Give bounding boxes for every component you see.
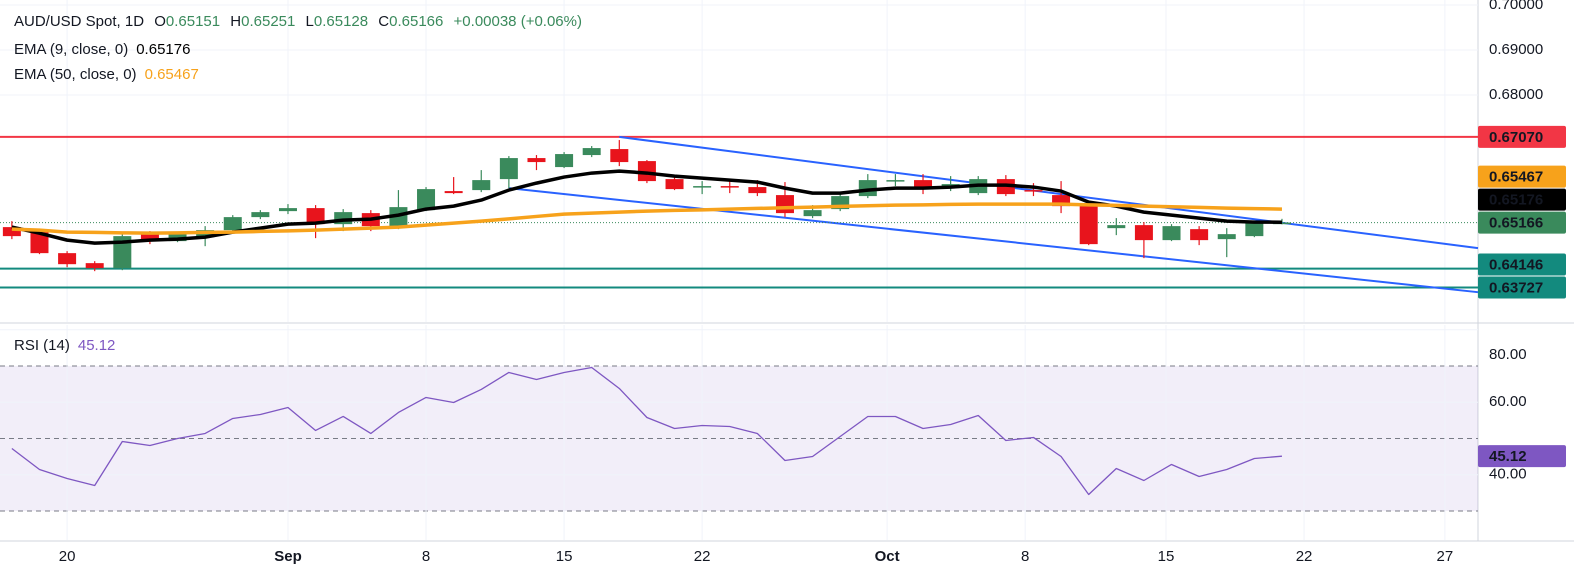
ohlc-letter: O [154, 13, 166, 30]
ohlc-value: 0.65128 [314, 13, 368, 30]
candle-body [251, 212, 270, 218]
x-tick-label: 22 [1296, 548, 1313, 565]
price-label: 0.64146 [1489, 256, 1543, 273]
candle-body [1107, 225, 1126, 229]
x-tick-label: Oct [875, 548, 900, 565]
x-tick-label: 15 [1158, 548, 1175, 565]
ohlc-letter: L [306, 13, 314, 30]
candle-body [1272, 222, 1291, 225]
legend-label: EMA (9, close, 0) [14, 41, 128, 58]
candle-body [582, 148, 601, 156]
x-tick-label: 20 [59, 548, 76, 565]
trend-line [508, 187, 1479, 294]
price-label-box [1478, 188, 1566, 211]
candle-body [1079, 206, 1098, 245]
candle-body [555, 154, 574, 168]
candle-body [113, 236, 132, 269]
candle-body [720, 186, 739, 188]
candle-body [2, 227, 21, 237]
candle-body [1162, 226, 1181, 241]
legend-ema9: EMA (9, close, 0) 0.65176 [14, 41, 190, 58]
legend-label: EMA (50, close, 0) [14, 66, 137, 83]
candle-body [693, 186, 712, 188]
marks-layer [0, 125, 1566, 496]
legend-value: 0.65467 [145, 66, 199, 83]
legend-ema50: EMA (50, close, 0) 0.65467 [14, 66, 199, 83]
candle-body [665, 179, 684, 190]
candle-body [417, 189, 436, 211]
price-label: 0.67070 [1489, 129, 1543, 146]
candle-body [278, 208, 297, 212]
y-tick-label: 40.00 [1489, 466, 1527, 483]
price-label: 0.65166 [1489, 215, 1543, 232]
x-tick-label: 27 [1437, 548, 1454, 565]
y-tick-label: 0.69000 [1489, 41, 1543, 58]
ohlc-value: 0.65151 [166, 13, 220, 30]
rsi-line [11, 366, 1283, 496]
symbol: AUD/USD Spot, 1D [14, 13, 144, 30]
y-tick-label: 0.70000 [1489, 0, 1543, 13]
candle-body [1052, 195, 1071, 207]
candle-body [1217, 234, 1236, 240]
x-tick-label: 8 [422, 548, 430, 565]
candle-body [30, 232, 49, 254]
candle-body [637, 161, 656, 182]
ohlc-value: 0.65251 [241, 13, 295, 30]
candle-body [1024, 190, 1043, 192]
candle-body [58, 253, 77, 265]
candle-body [1190, 229, 1209, 241]
grid-layer [0, 0, 1478, 540]
legend-header: AUD/USD Spot, 1D O0.65151 H0.65251 L0.65… [14, 13, 582, 30]
candle-body [223, 217, 242, 231]
price-label: 0.63727 [1489, 279, 1543, 296]
candle-body [444, 191, 463, 194]
candle-body [306, 208, 325, 225]
x-tick-label: 15 [556, 548, 573, 565]
candle-body [1245, 223, 1264, 237]
candle-body [85, 263, 104, 269]
x-tick-label: 22 [694, 548, 711, 565]
ema-line [11, 202, 1282, 235]
price-label: 45.12 [1489, 448, 1527, 465]
text-layer: AUD/USD Spot, 1D O0.65151 H0.65251 L0.65… [14, 0, 1543, 565]
price-label: 0.65467 [1489, 169, 1543, 186]
legend-label: RSI (14) [14, 337, 70, 354]
legend-rsi: RSI (14) 45.12 [14, 337, 115, 354]
trend-line [619, 135, 1479, 250]
price-label: 0.65176 [1489, 192, 1543, 209]
price-label-box [1478, 165, 1566, 188]
candle-body [748, 187, 767, 194]
y-tick-label: 80.00 [1489, 346, 1527, 363]
legend-value: 45.12 [78, 337, 116, 354]
candle-body [610, 149, 629, 163]
candle-body [914, 180, 933, 189]
candle-body [1134, 225, 1153, 241]
candle-body [775, 195, 794, 214]
ohlc-letter: C [378, 13, 389, 30]
price-label-box [1478, 125, 1566, 148]
change: +0.00038 (+0.06%) [454, 13, 582, 30]
ohlc-letter: H [230, 13, 241, 30]
candle-body [499, 158, 518, 180]
candle-body [886, 180, 905, 182]
y-tick-label: 60.00 [1489, 393, 1527, 410]
price-label-box [1478, 253, 1566, 276]
price-label-box [1478, 276, 1566, 299]
candle-body [803, 210, 822, 217]
price-label-box [1478, 445, 1566, 468]
candle-body [472, 180, 491, 191]
ohlc-value: 0.65166 [389, 13, 443, 30]
candle-body [527, 158, 546, 163]
x-tick-label: Sep [274, 548, 302, 565]
y-tick-label: 0.68000 [1489, 86, 1543, 103]
price-label-box [1478, 211, 1566, 234]
x-tick-label: 8 [1021, 548, 1029, 565]
legend-value: 0.65176 [136, 41, 190, 58]
candle-body [140, 234, 159, 242]
